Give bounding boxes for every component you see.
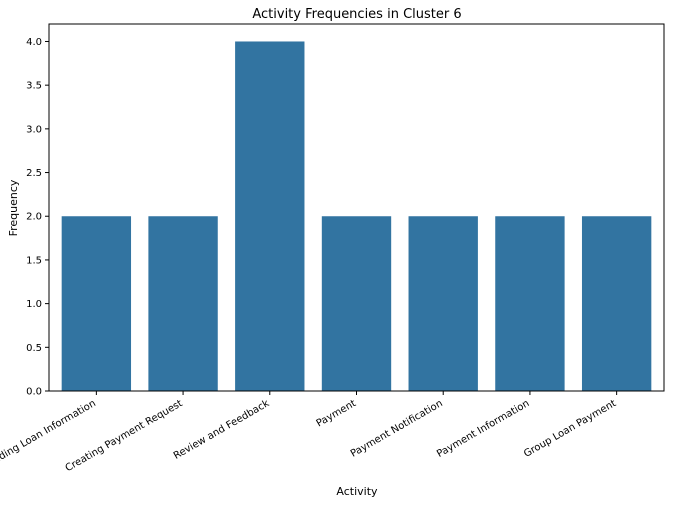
chart-title: Activity Frequencies in Cluster 6 <box>252 7 461 22</box>
y-tick-label-2: 1.0 <box>26 299 42 310</box>
bar-3 <box>321 216 392 391</box>
bar-4 <box>408 216 478 391</box>
bars-layer <box>61 41 652 391</box>
y-axis-title: Frequency <box>7 179 20 236</box>
x-tick-label-6: Group Loan Payment <box>522 398 618 460</box>
bar-0 <box>61 216 132 391</box>
y-tick-label-8: 4.0 <box>26 37 42 48</box>
y-tick-label-0: 0.0 <box>26 387 42 398</box>
bar-1 <box>148 216 218 391</box>
x-tick-label-5: Payment Information <box>435 398 531 460</box>
bar-5 <box>495 216 565 391</box>
y-tick-label-4: 2.0 <box>26 212 42 223</box>
bar-2 <box>235 41 305 391</box>
y-axis: 0.0 0.5 1.0 1.5 2.0 2.5 3.0 3.5 4.0 <box>26 37 49 398</box>
y-tick-label-6: 3.0 <box>26 124 42 135</box>
y-tick-label-5: 2.5 <box>26 168 42 179</box>
x-axis-title: Activity <box>336 485 378 498</box>
bar-6 <box>581 216 652 391</box>
y-tick-label-1: 0.5 <box>26 343 42 354</box>
y-tick-label-7: 3.5 <box>26 81 42 92</box>
x-tick-label-3: Payment <box>315 398 358 429</box>
y-tick-label-3: 1.5 <box>26 255 42 266</box>
x-tick-label-4: Payment Notification <box>349 398 445 460</box>
x-tick-label-2: Review and Feedback <box>172 398 272 462</box>
